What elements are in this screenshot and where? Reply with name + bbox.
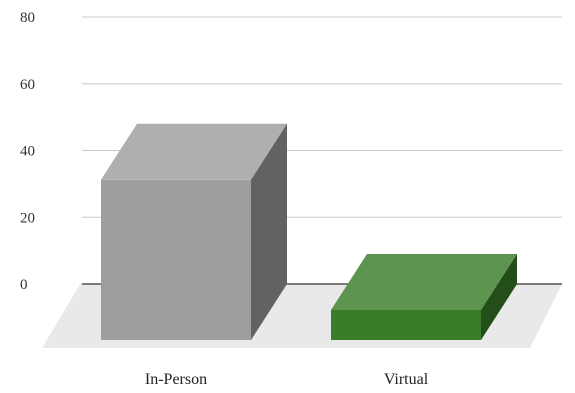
y-axis-ticks: 0 20 40 60 80 — [20, 10, 35, 293]
y-tick-label: 80 — [20, 10, 35, 26]
y-tick-label: 0 — [20, 277, 28, 293]
bars — [101, 123, 517, 340]
y-tick-label: 20 — [20, 210, 35, 226]
y-tick-label: 60 — [20, 77, 35, 93]
bar-front-face — [101, 179, 251, 340]
bar-front-face — [331, 309, 481, 340]
bar-top-face — [331, 253, 517, 310]
bar-side-face — [481, 253, 517, 340]
x-category-label: Virtual — [384, 371, 429, 388]
bar-virtual — [331, 253, 517, 340]
bar-top-face — [101, 123, 287, 180]
y-tick-label: 40 — [20, 144, 35, 160]
bar-side-face — [251, 123, 287, 340]
category-labels: In-Person Virtual — [145, 371, 429, 388]
x-category-label: In-Person — [145, 371, 207, 388]
bar-in-person — [101, 123, 287, 340]
